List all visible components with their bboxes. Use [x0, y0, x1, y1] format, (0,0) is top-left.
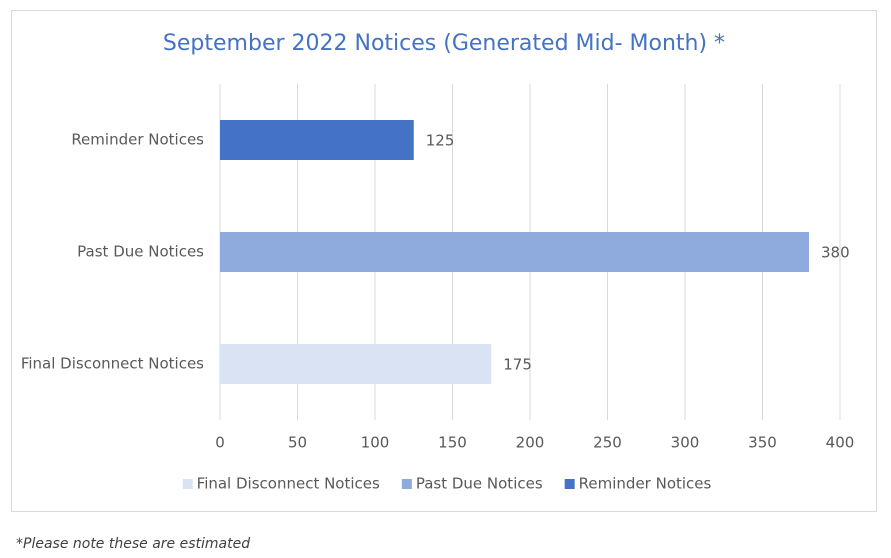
- x-tick-label: 0: [215, 434, 225, 452]
- data-label: 380: [821, 244, 850, 262]
- y-tick-label: Reminder Notices: [71, 131, 204, 149]
- bar: [220, 344, 492, 384]
- x-tick-label: 300: [671, 434, 700, 452]
- y-tick-label: Past Due Notices: [77, 243, 204, 261]
- x-tick-label: 150: [438, 434, 467, 452]
- data-label: 175: [503, 356, 532, 374]
- legend-swatch: [401, 479, 412, 489]
- x-tick-label: 200: [516, 434, 545, 452]
- legend-label: Final Disconnect Notices: [197, 475, 380, 493]
- legend-label: Past Due Notices: [416, 475, 543, 493]
- data-label: 125: [426, 132, 455, 150]
- x-tick-label: 50: [288, 434, 307, 452]
- legend-swatch: [182, 479, 193, 489]
- chart-title: September 2022 Notices (Generated Mid- M…: [163, 31, 725, 56]
- x-tick-label: 100: [361, 434, 390, 452]
- y-tick-label: Final Disconnect Notices: [21, 355, 204, 373]
- x-tick-label: 400: [826, 434, 855, 452]
- x-tick-label: 250: [593, 434, 622, 452]
- x-tick-label: 350: [748, 434, 777, 452]
- legend-swatch: [564, 479, 575, 489]
- footnote: *Please note these are estimated: [16, 536, 250, 552]
- bar: [220, 120, 414, 160]
- bar: [220, 232, 809, 272]
- legend-label: Reminder Notices: [579, 475, 712, 493]
